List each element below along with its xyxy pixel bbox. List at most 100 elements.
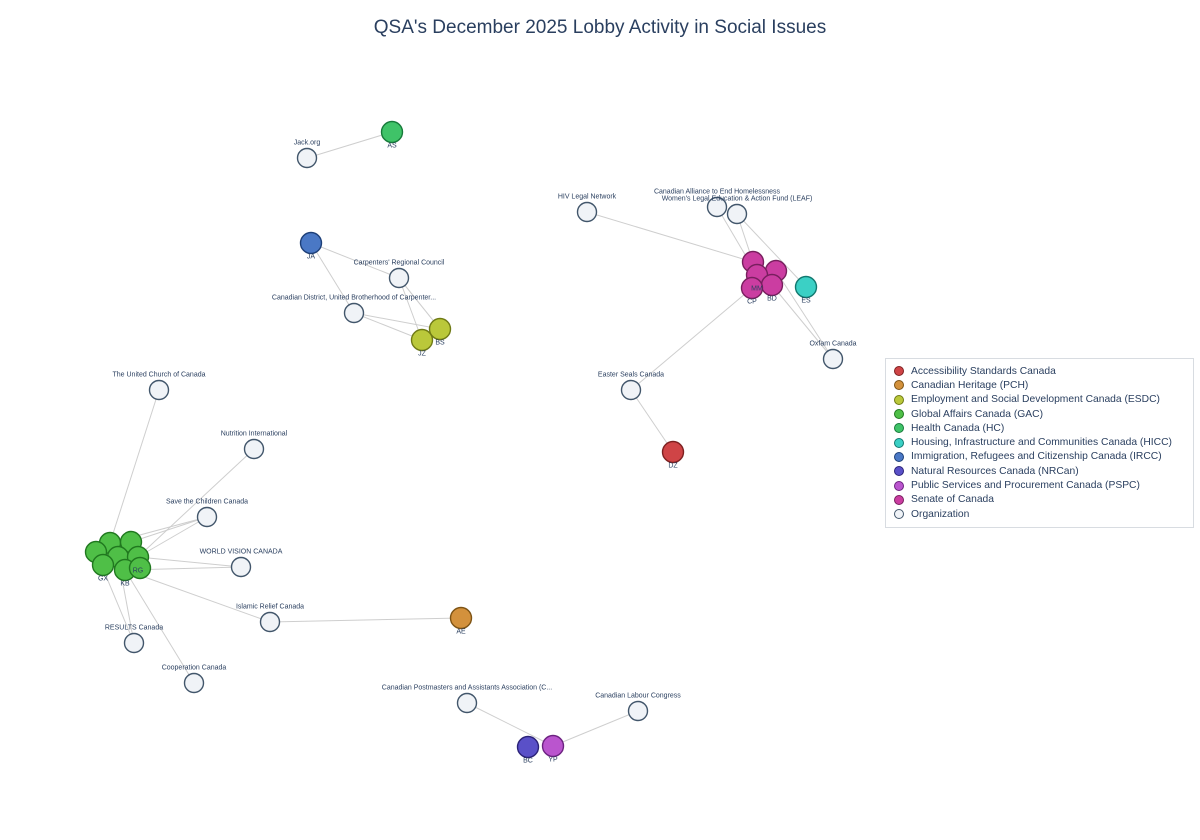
legend-swatch-pch-icon [894,380,904,391]
graph-edge-islamic-relief-g7 [124,569,271,623]
legend-swatch-senate-icon [894,494,904,505]
legend-item-esdc[interactable]: Employment and Social Development Canada… [894,393,1185,407]
graph-node-jz[interactable] [410,328,434,352]
graph-node-easter[interactable] [620,379,642,401]
graph-node-cooperation[interactable] [183,672,205,694]
legend-item-org[interactable]: Organization [894,507,1185,521]
legend-label-esdc: Employment and Social Development Canada… [911,394,1160,406]
graph-node-label-islamic-relief: Islamic Relief Canada [236,604,304,611]
legend-label-asc: Accessibility Standards Canada [911,365,1056,377]
graph-node-yp[interactable] [541,734,565,758]
graph-node-label-bc: BC [523,758,533,765]
graph-edge-easter-dz [630,389,674,453]
graph-edge-islamic-relief-ae [269,617,462,623]
graph-node-label-as: AS [387,143,397,150]
legend: Accessibility Standards Canada Canadian H… [885,358,1194,529]
legend-item-pspc[interactable]: Public Services and Procurement Canada (… [894,478,1185,492]
graph-edge-cooperation-g7 [124,569,195,684]
legend-swatch-gac-icon [894,409,904,420]
graph-node-postmasters[interactable] [456,692,478,714]
chart-title: QSA's December 2025 Lobby Activity in So… [373,17,827,38]
legend-item-pch[interactable]: Canadian Heritage (PCH) [894,378,1185,392]
graph-node-hiv[interactable] [576,201,598,223]
graph-node-bs[interactable] [428,317,452,341]
graph-edge-united-church-g1 [109,389,160,544]
legend-label-pch: Canadian Heritage (PCH) [911,379,1029,391]
graph-node-labour[interactable] [627,700,649,722]
graph-node-alliance[interactable] [706,196,728,218]
graph-node-label-postmasters: Canadian Postmasters and Assistants Asso… [382,685,552,692]
legend-label-pspc: Public Services and Procurement Canada (… [911,480,1140,492]
graph-node-oxfam[interactable] [822,348,844,370]
graph-node-cp[interactable] [740,276,764,300]
graph-node-islamic-relief[interactable] [259,611,281,633]
legend-item-hc[interactable]: Health Canada (HC) [894,421,1185,435]
graph-node-label-dz: DZ [668,463,678,470]
legend-label-gac: Global Affairs Canada (GAC) [911,408,1044,420]
graph-node-label-nutrition: Nutrition International [221,431,288,438]
graph-node-g8[interactable] [128,556,152,580]
graph-edge-oxfam-pink2 [775,270,834,360]
graph-node-as[interactable] [380,120,404,144]
graph-node-label-ja: JA [307,254,316,261]
legend-swatch-pspc-icon [894,480,904,491]
graph-node-label-save-children: Save the Children Canada [166,499,248,506]
graph-edge-leaf-es [736,213,807,288]
graph-edge-canadian-district-bs [353,312,441,330]
graph-node-label-g7: KB [120,581,130,588]
graph-node-g6[interactable] [91,553,115,577]
legend-label-senate: Senate of Canada [911,494,995,506]
graph-edge-easter-cp [630,287,753,391]
graph-node-label-united-church: The United Church of Canada [113,372,206,379]
legend-item-ircc[interactable]: Immigration, Refugees and Citizenship Ca… [894,450,1185,464]
legend-item-asc[interactable]: Accessibility Standards Canada [894,364,1185,378]
graph-node-jack-org[interactable] [296,147,318,169]
graph-edge-ja-canadian-district [310,242,355,314]
graph-node-results[interactable] [123,632,145,654]
legend-item-nrcan[interactable]: Natural Resources Canada (NRCan) [894,464,1185,478]
graph-node-label-leaf: Women's Legal Education & Action Fund (L… [662,196,813,203]
graph-node-label-jack-org: Jack.org [294,140,321,147]
graph-node-world-vision[interactable] [230,556,252,578]
graph-node-bc[interactable] [516,735,540,759]
graph-node-es[interactable] [794,275,818,299]
graph-node-label-canadian-district: Canadian District, United Brotherhood of… [272,295,436,302]
graph-edge-world-vision-g5 [137,556,242,568]
graph-node-united-church[interactable] [148,379,170,401]
legend-item-hicc[interactable]: Housing, Infrastructure and Communities … [894,435,1185,449]
legend-label-org: Organization [911,508,970,520]
graph-node-label-jz: JZ [418,351,427,358]
legend-item-gac[interactable]: Global Affairs Canada (GAC) [894,407,1185,421]
graph-edge-ja-carpenters-regional [310,242,400,279]
graph-node-bd[interactable] [760,273,784,297]
graph-node-label-oxfam: Oxfam Canada [809,341,856,348]
legend-swatch-nrcan-icon [894,466,904,477]
graph-node-ja[interactable] [299,231,323,255]
legend-label-ircc: Immigration, Refugees and Citizenship Ca… [911,451,1162,463]
graph-edge-save-children-g5 [137,516,208,558]
legend-item-senate[interactable]: Senate of Canada [894,493,1185,507]
graph-node-save-children[interactable] [196,506,218,528]
graph-node-dz[interactable] [661,440,685,464]
graph-node-label-es: ES [801,298,811,305]
graph-node-label-yp: YP [548,757,558,764]
graph-node-nutrition[interactable] [243,438,265,460]
graph-edge-save-children-g2 [130,516,208,543]
graph-edge-hiv-pink1 [586,211,754,263]
graph-node-carpenters-regional[interactable] [388,267,410,289]
graph-node-canadian-district[interactable] [343,302,365,324]
graph-node-label-easter: Easter Seals Canada [598,372,664,379]
legend-swatch-org-icon [894,509,904,520]
graph-node-label-alliance: Canadian Alliance to End Homelessness [654,189,781,196]
graph-node-ae[interactable] [449,606,473,630]
graph-edge-oxfam-bd [771,284,834,360]
graph-edge-postmasters-yp [466,702,554,747]
graph-node-label-labour: Canadian Labour Congress [595,693,681,700]
graph-node-label-hiv: HIV Legal Network [558,194,617,201]
legend-swatch-hc-icon [894,423,904,434]
graph-node-leaf[interactable] [726,203,748,225]
graph-node-label-world-vision: WORLD VISION CANADA [200,549,283,556]
legend-swatch-esdc-icon [894,394,904,405]
graph-edge-labour-yp [552,710,639,747]
